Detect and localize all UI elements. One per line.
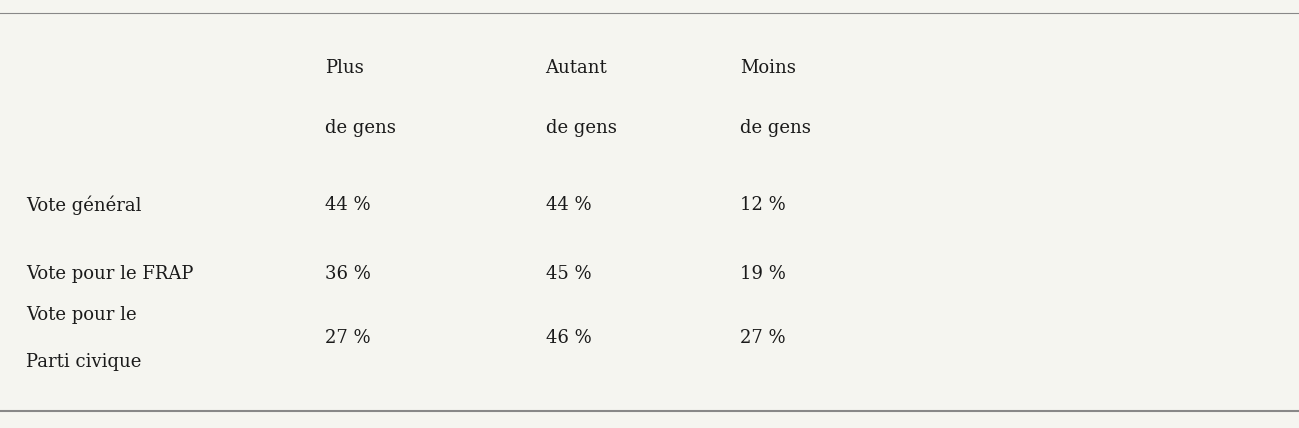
Text: Vote pour le: Vote pour le <box>26 306 136 324</box>
Text: Vote pour le FRAP: Vote pour le FRAP <box>26 265 194 283</box>
Text: Autant: Autant <box>546 59 608 77</box>
Text: 19 %: 19 % <box>740 265 786 283</box>
Text: 36 %: 36 % <box>325 265 370 283</box>
Text: Plus: Plus <box>325 59 364 77</box>
Text: Moins: Moins <box>740 59 796 77</box>
Text: de gens: de gens <box>546 119 617 137</box>
Text: 27 %: 27 % <box>325 329 370 347</box>
Text: 44 %: 44 % <box>546 196 591 214</box>
Text: 12 %: 12 % <box>740 196 786 214</box>
Text: de gens: de gens <box>740 119 812 137</box>
Text: 27 %: 27 % <box>740 329 786 347</box>
Text: Parti civique: Parti civique <box>26 353 142 371</box>
Text: de gens: de gens <box>325 119 396 137</box>
Text: Vote général: Vote général <box>26 196 142 215</box>
Text: 44 %: 44 % <box>325 196 370 214</box>
Text: 46 %: 46 % <box>546 329 591 347</box>
Text: 45 %: 45 % <box>546 265 591 283</box>
